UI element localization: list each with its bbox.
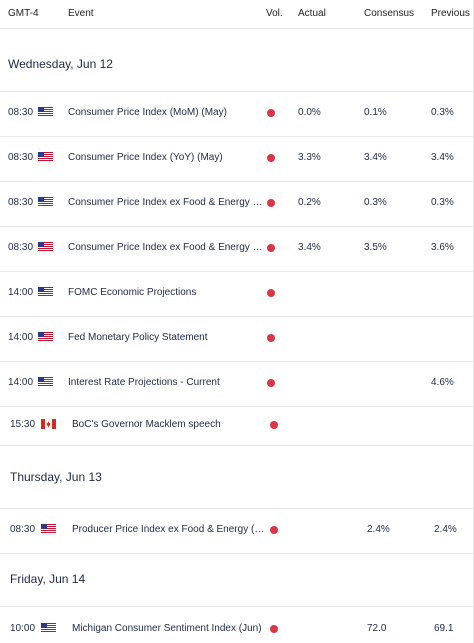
event-time: 08:30 — [8, 242, 34, 253]
high-impact-dot — [270, 421, 278, 429]
high-impact-dot — [267, 379, 275, 387]
us-flag-icon — [38, 332, 53, 342]
event-name[interactable]: Michigan Consumer Sentiment Index (Jun) — [72, 623, 262, 634]
event-name[interactable]: Fed Monetary Policy Statement — [68, 332, 208, 343]
us-flag-icon — [38, 242, 53, 252]
event-name[interactable]: BoC's Governor Macklem speech — [72, 419, 221, 430]
high-impact-dot — [267, 334, 275, 342]
event-row[interactable]: 08:30 Consumer Price Index ex Food & Ene… — [0, 182, 474, 227]
event-time: 15:30 — [10, 419, 36, 430]
timezone-header[interactable]: GMT-4 — [8, 8, 39, 19]
consensus-value: 3.4% — [364, 152, 387, 163]
us-flag-icon — [38, 287, 53, 297]
event-name[interactable]: FOMC Economic Projections — [68, 287, 197, 298]
event-header: Event — [68, 8, 94, 19]
us-flag-icon — [38, 107, 53, 117]
event-name[interactable]: Interest Rate Projections - Current — [68, 377, 220, 388]
day-label: Friday, Jun 14 — [10, 572, 86, 586]
actual-value: 3.3% — [298, 152, 321, 163]
consensus-value: 0.3% — [364, 197, 387, 208]
event-row[interactable]: 14:00 Interest Rate Projections - Curren… — [0, 362, 474, 407]
us-flag-icon — [38, 197, 53, 207]
previous-value: 4.6% — [431, 377, 454, 388]
consensus-value: 0.1% — [364, 107, 387, 118]
day-header: Wednesday, Jun 12 — [0, 29, 474, 92]
us-flag-icon — [41, 524, 56, 534]
event-name[interactable]: Consumer Price Index ex Food & Energy (M… — [68, 197, 264, 208]
event-name[interactable]: Consumer Price Index (YoY) (May) — [68, 152, 223, 163]
high-impact-dot — [267, 244, 275, 252]
high-impact-dot — [270, 526, 278, 534]
event-row[interactable]: 15:30 BoC's Governor Macklem speech — [0, 405, 474, 446]
event-row[interactable]: 10:00 Michigan Consumer Sentiment Index … — [0, 607, 474, 643]
actual-header: Actual — [298, 8, 326, 19]
previous-value: 2.4% — [434, 524, 457, 535]
event-row[interactable]: 08:30 Consumer Price Index (YoY) (May) 3… — [0, 137, 474, 182]
high-impact-dot — [267, 154, 275, 162]
us-flag-icon — [38, 377, 53, 387]
event-time: 14:00 — [8, 377, 34, 388]
consensus-value: 72.0 — [367, 623, 387, 634]
day-label: Wednesday, Jun 12 — [8, 57, 113, 71]
day-header: Thursday, Jun 13 — [0, 446, 474, 509]
volatility-header: Vol. — [266, 8, 283, 19]
event-time: 14:00 — [8, 287, 34, 298]
event-row[interactable]: 08:30 Consumer Price Index ex Food & Ene… — [0, 227, 474, 272]
ca-flag-icon — [41, 419, 56, 429]
us-flag-icon — [41, 623, 56, 633]
event-row[interactable]: 14:00 FOMC Economic Projections — [0, 272, 474, 317]
high-impact-dot — [267, 289, 275, 297]
consensus-value: 3.5% — [364, 242, 387, 253]
day-header: Friday, Jun 14 — [0, 554, 474, 607]
previous-value: 0.3% — [431, 107, 454, 118]
previous-value: 69.1 — [434, 623, 454, 634]
event-time: 10:00 — [10, 623, 36, 634]
actual-value: 0.2% — [298, 197, 321, 208]
event-time: 08:30 — [10, 524, 36, 535]
event-row[interactable]: 14:00 Fed Monetary Policy Statement — [0, 317, 474, 362]
event-row[interactable]: 08:30 Producer Price Index ex Food & Ene… — [0, 509, 474, 554]
event-name[interactable]: Consumer Price Index ex Food & Energy (Y… — [68, 242, 264, 253]
event-row[interactable]: 08:30 Consumer Price Index (MoM) (May) 0… — [0, 92, 474, 137]
previous-value: 3.6% — [431, 242, 454, 253]
previous-header: Previous — [431, 8, 470, 19]
previous-value: 3.4% — [431, 152, 454, 163]
us-flag-icon — [38, 152, 53, 162]
event-time: 08:30 — [8, 197, 34, 208]
high-impact-dot — [270, 625, 278, 633]
event-time: 08:30 — [8, 107, 34, 118]
actual-value: 3.4% — [298, 242, 321, 253]
day-label: Thursday, Jun 13 — [10, 470, 102, 484]
consensus-value: 2.4% — [367, 524, 390, 535]
actual-value: 0.0% — [298, 107, 321, 118]
consensus-header: Consensus — [364, 8, 415, 19]
high-impact-dot — [267, 109, 275, 117]
event-time: 08:30 — [8, 152, 34, 163]
previous-value: 0.3% — [431, 197, 454, 208]
event-time: 14:00 — [8, 332, 34, 343]
event-name[interactable]: Producer Price Index ex Food & Energy (Y… — [72, 524, 269, 535]
table-header: GMT-4 Event Vol. Actual Consensus Previo… — [0, 0, 474, 29]
event-name[interactable]: Consumer Price Index (MoM) (May) — [68, 107, 227, 118]
high-impact-dot — [267, 199, 275, 207]
